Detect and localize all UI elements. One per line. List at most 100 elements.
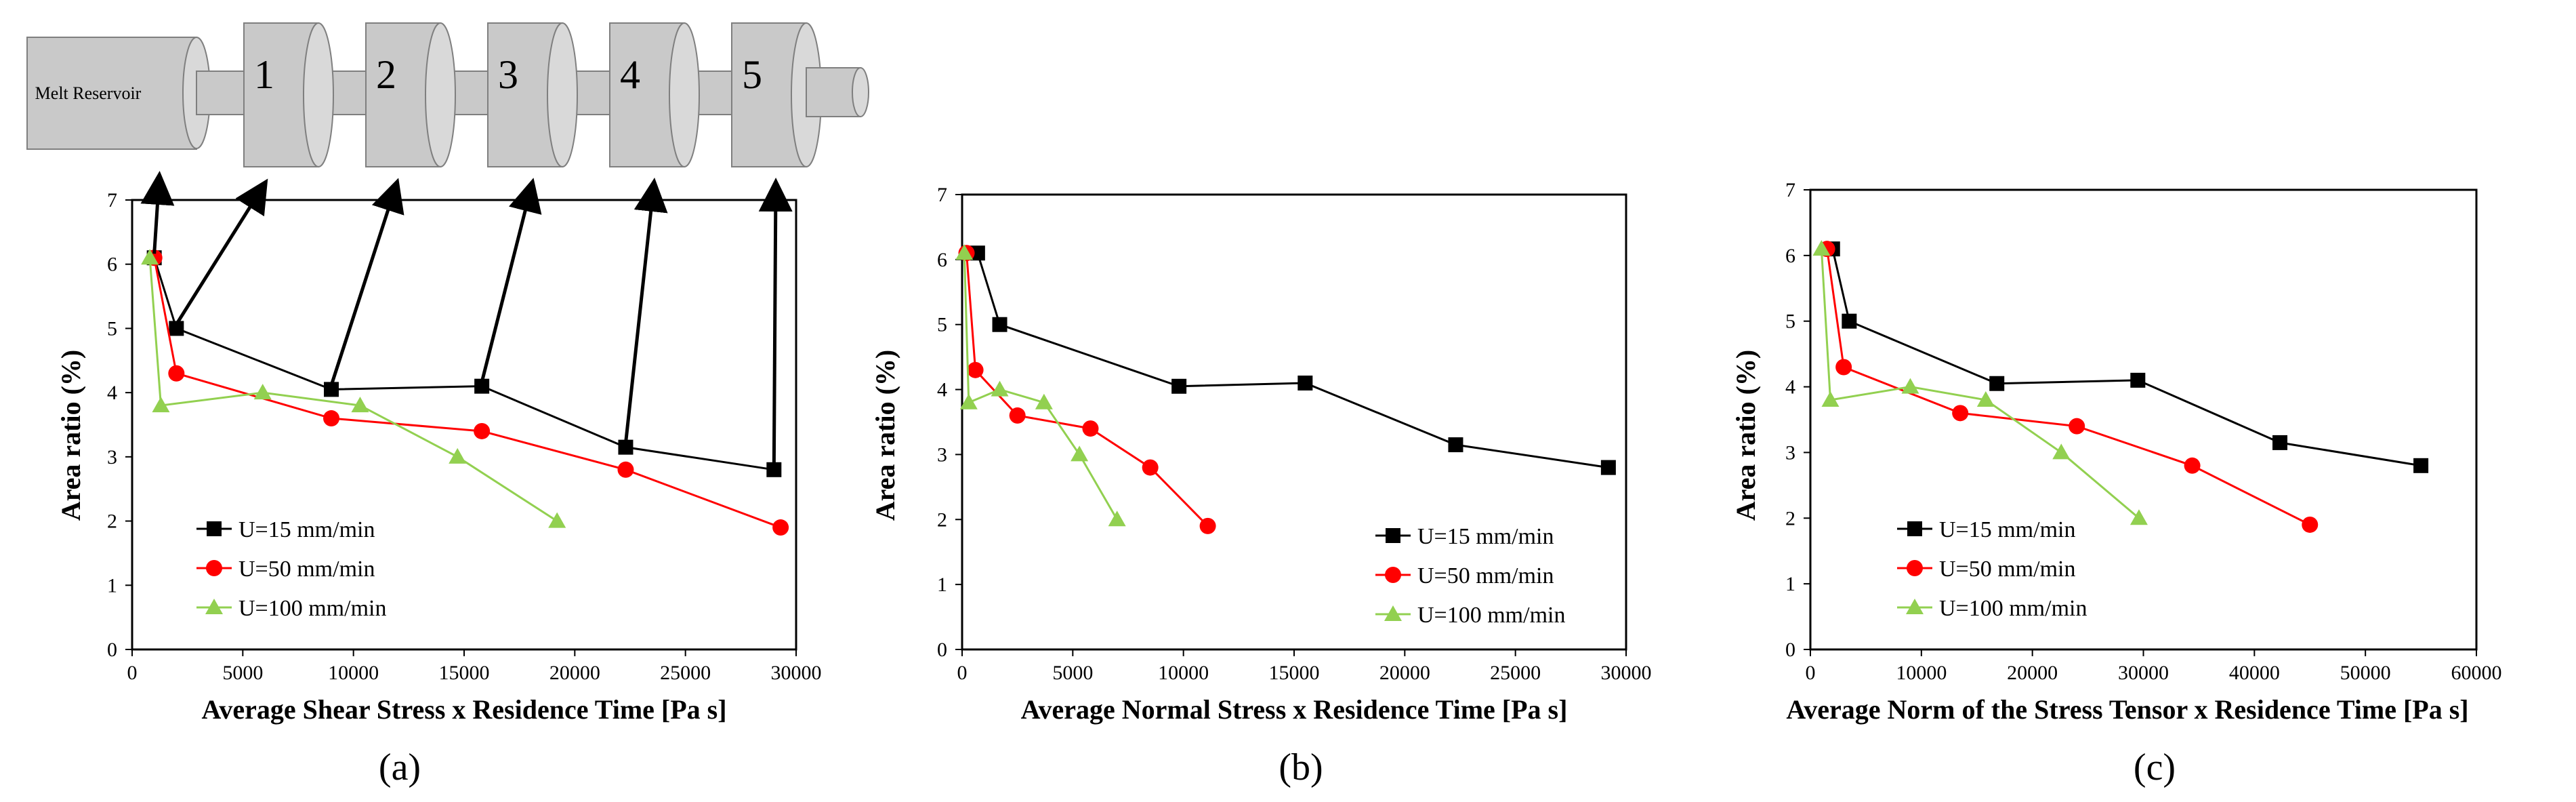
data-point <box>959 393 978 409</box>
data-point <box>152 397 170 413</box>
y-tick-label: 2 <box>107 510 117 533</box>
series-line <box>148 258 558 522</box>
x-tick-label: 30000 <box>1601 662 1652 684</box>
x-tick-label: 20000 <box>549 662 600 684</box>
y-tick-label: 5 <box>1785 310 1795 333</box>
panel-a-label: (a) <box>379 746 421 788</box>
y-tick-label: 4 <box>937 379 947 401</box>
die-outlet <box>806 67 869 117</box>
y-tick-label: 3 <box>937 443 947 466</box>
data-point <box>991 380 1009 397</box>
legend-item: U=15 mm/min <box>196 517 375 542</box>
data-point <box>955 244 974 260</box>
legend-label: U=100 mm/min <box>238 596 386 621</box>
data-point <box>2184 457 2201 474</box>
data-point <box>1297 375 1313 390</box>
series-line <box>1820 249 2140 519</box>
data-point <box>2272 435 2288 450</box>
data-point <box>1035 393 1053 409</box>
legend-marker <box>1384 605 1402 621</box>
die-stage-3: 3 <box>487 22 578 167</box>
x-tick-label: 60000 <box>2451 662 2502 684</box>
data-point <box>2052 443 2071 460</box>
data-point <box>449 447 467 464</box>
legend-label: U=15 mm/min <box>1939 517 2075 542</box>
die-stage-4: 4 <box>609 22 700 167</box>
data-point <box>1448 437 1463 453</box>
data-point <box>1199 517 1216 534</box>
legend-label: U=50 mm/min <box>1939 557 2075 582</box>
chart-a-ylabel: Area ratio (%) <box>56 350 86 521</box>
panel-a: 0 5000 10000 15000 20000 25000 30000 0 1 2 3 4 5 6 7 U… <box>56 171 822 788</box>
x-tick-label: 5000 <box>222 662 263 684</box>
stage-arrow <box>480 178 542 383</box>
data-point <box>1976 390 1995 407</box>
y-tick-label: 2 <box>937 508 947 531</box>
legend-item: U=50 mm/min <box>1375 563 1554 588</box>
legend-item: U=50 mm/min <box>196 557 375 582</box>
x-tick-label: 40000 <box>2229 662 2280 684</box>
legend-label: U=50 mm/min <box>238 557 375 582</box>
legend-marker <box>1907 560 1923 576</box>
data-point <box>1142 459 1159 476</box>
x-tick-label: 25000 <box>660 662 711 684</box>
data-point <box>351 397 369 413</box>
data-point <box>1952 405 1969 422</box>
data-point <box>168 365 185 382</box>
reservoir-label: Melt Reservoir <box>35 83 142 103</box>
die-stage-label: 1 <box>254 52 274 97</box>
legend-marker <box>206 560 222 576</box>
die-stage-label: 2 <box>376 52 396 97</box>
x-tick-label: 30000 <box>771 662 822 684</box>
legend-item: U=100 mm/min <box>196 596 386 621</box>
data-point <box>992 317 1007 332</box>
data-point <box>2413 458 2429 473</box>
x-tick-label: 15000 <box>439 662 490 684</box>
series-line <box>965 253 1209 527</box>
y-tick-label: 5 <box>937 314 947 336</box>
panel-b: 0 5000 10000 15000 20000 25000 30000 0 1 2 3 4 5 6 7 U… <box>870 184 1652 788</box>
data-point <box>474 422 491 439</box>
stage-arrow <box>140 171 175 254</box>
series-line <box>963 253 1118 521</box>
melt-reservoir: Melt Reservoir <box>26 37 211 150</box>
legend-marker <box>1385 567 1401 583</box>
data-point <box>2302 516 2319 533</box>
stage-arrow <box>758 178 793 466</box>
x-tick-label: 0 <box>1806 662 1816 684</box>
data-point <box>1821 390 1840 407</box>
y-tick-label: 6 <box>937 249 947 271</box>
x-tick-label: 0 <box>957 662 968 684</box>
die-neck-1 <box>196 71 251 115</box>
legend-marker <box>1386 528 1400 543</box>
data-point <box>324 382 339 397</box>
data-point <box>1108 510 1126 527</box>
data-point <box>970 245 985 261</box>
y-tick-label: 0 <box>937 639 947 661</box>
data-point <box>1901 378 1919 394</box>
x-tick-label: 25000 <box>1490 662 1541 684</box>
series-line <box>976 252 1609 469</box>
chart-b-xlabel: Average Normal Stress x Residence Time [… <box>1021 694 1568 725</box>
plot-frame <box>1809 188 2478 651</box>
legend-item: U=15 mm/min <box>1375 524 1554 549</box>
data-point <box>1600 460 1616 475</box>
legend-item: U=15 mm/min <box>1897 517 2075 542</box>
y-tick-label: 2 <box>1785 507 1795 529</box>
data-point <box>618 439 633 455</box>
data-point <box>2130 509 2148 525</box>
x-tick-label: 5000 <box>1052 662 1093 684</box>
stage-arrow <box>329 178 404 386</box>
y-tick-label: 7 <box>937 184 947 206</box>
data-point <box>1082 420 1099 437</box>
y-tick-label: 1 <box>1785 573 1795 595</box>
data-point <box>1071 445 1089 462</box>
y-tick-label: 4 <box>107 382 117 404</box>
series-line <box>1826 248 2310 526</box>
legend-marker <box>205 599 223 614</box>
x-tick-label: 10000 <box>1158 662 1209 684</box>
x-tick-label: 0 <box>127 662 138 684</box>
data-point <box>766 462 782 477</box>
series-line <box>153 257 774 471</box>
